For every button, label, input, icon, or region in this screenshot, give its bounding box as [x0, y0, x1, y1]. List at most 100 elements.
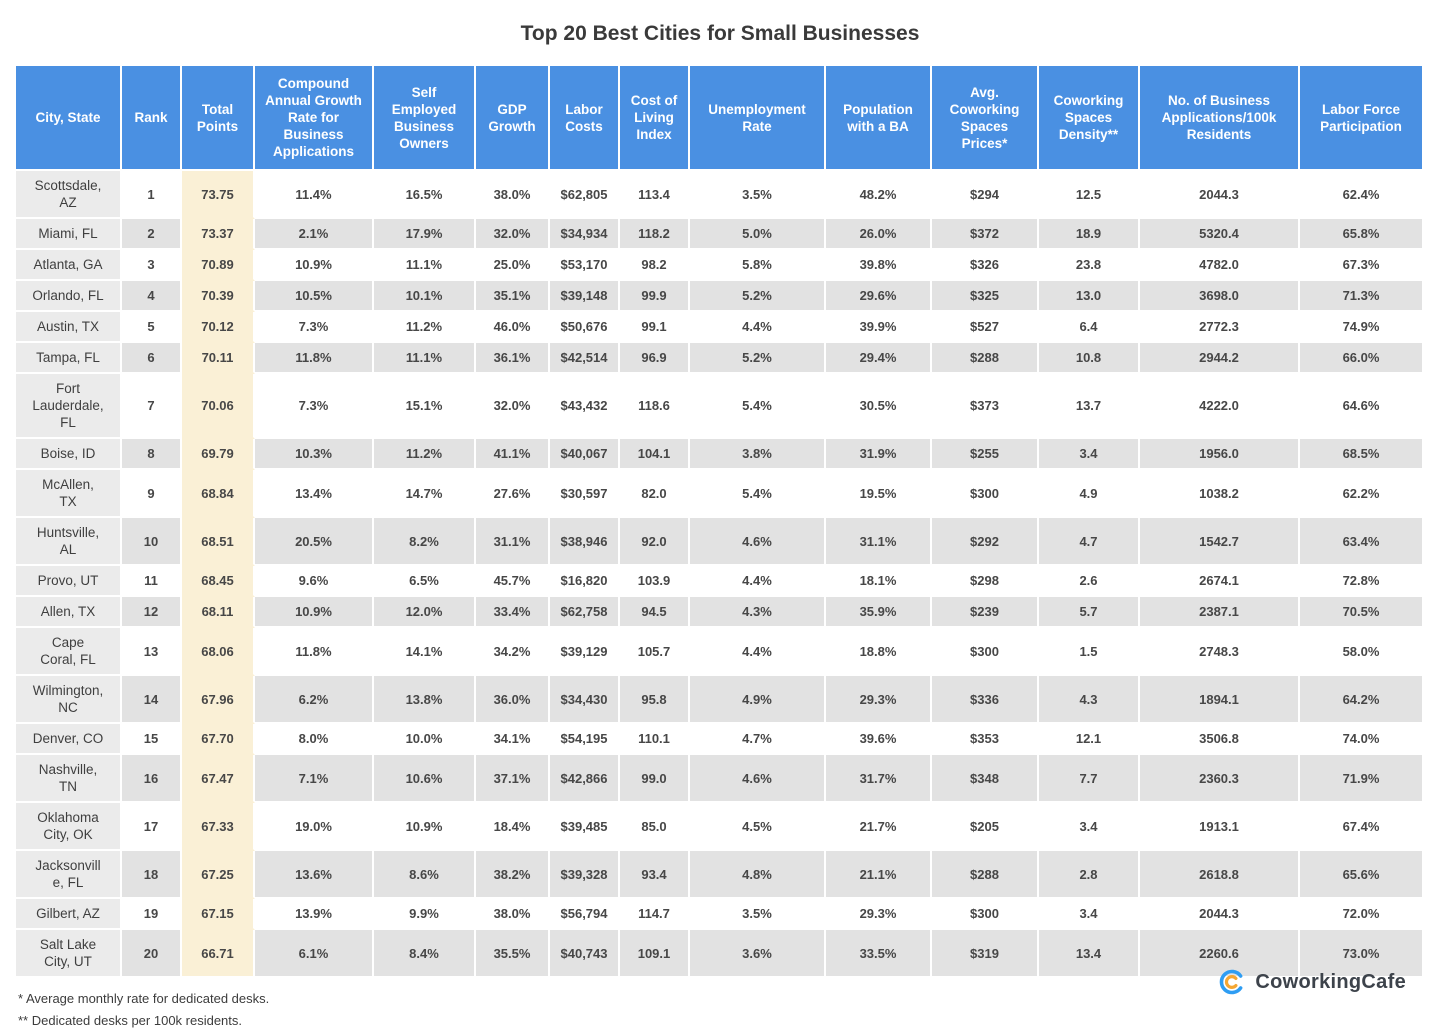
data-cell: 35.9%: [826, 597, 932, 628]
data-cell: $39,148: [550, 281, 620, 312]
data-cell: 72.8%: [1300, 566, 1424, 597]
coworkingcafe-logo[interactable]: CoworkingCafe: [1218, 968, 1406, 996]
data-cell: $319: [932, 930, 1039, 978]
total-points-cell: 68.51: [182, 518, 255, 566]
data-cell: 11.2%: [374, 439, 476, 470]
city-cell: McAllen, TX: [16, 470, 122, 518]
data-cell: 99.1: [620, 312, 690, 343]
data-cell: 21.1%: [826, 851, 932, 899]
city-cell: Atlanta, GA: [16, 250, 122, 281]
data-cell: 82.0: [620, 470, 690, 518]
table-row: Orlando, FL 4 70.39 10.5% 10.1% 35.1% $39,148 9…: [16, 281, 1424, 312]
data-cell: 19.0%: [255, 803, 374, 851]
data-cell: $300: [932, 628, 1039, 676]
data-cell: 3.5%: [690, 899, 826, 930]
data-cell: 7.3%: [255, 312, 374, 343]
data-cell: 109.1: [620, 930, 690, 978]
table-row: Scottsdale, AZ 1 73.75 11.4% 16.5% 38.0% $62,8…: [16, 171, 1424, 219]
data-cell: $336: [932, 676, 1039, 724]
data-cell: 6.1%: [255, 930, 374, 978]
table-row: Wilmington, NC 14 67.96 6.2% 13.8% 36.0% $34,4…: [16, 676, 1424, 724]
data-cell: 31.9%: [826, 439, 932, 470]
data-cell: 95.8: [620, 676, 690, 724]
data-cell: $205: [932, 803, 1039, 851]
data-cell: 7.1%: [255, 755, 374, 803]
column-header-10: Population with a BA: [826, 66, 932, 171]
data-cell: 66.0%: [1300, 343, 1424, 374]
data-cell: 64.6%: [1300, 374, 1424, 439]
total-points-cell: 67.25: [182, 851, 255, 899]
table-row: Atlanta, GA 3 70.89 10.9% 11.1% 25.0% $53,170 9…: [16, 250, 1424, 281]
data-cell: 13.8%: [374, 676, 476, 724]
data-cell: $372: [932, 219, 1039, 250]
city-cell: Fort Lauderdale, FL: [16, 374, 122, 439]
data-cell: 12.1: [1039, 724, 1140, 755]
data-cell: 2772.3: [1140, 312, 1300, 343]
table-row: Huntsville, AL 10 68.51 20.5% 8.2% 31.1% $38,9…: [16, 518, 1424, 566]
data-cell: 4: [122, 281, 182, 312]
city-cell: Jacksonville, FL: [16, 851, 122, 899]
data-cell: 36.0%: [476, 676, 550, 724]
coworkingcafe-logo-icon: [1218, 968, 1246, 996]
data-cell: 38.0%: [476, 899, 550, 930]
data-cell: 6: [122, 343, 182, 374]
data-cell: 3506.8: [1140, 724, 1300, 755]
data-cell: 8.4%: [374, 930, 476, 978]
data-cell: 74.0%: [1300, 724, 1424, 755]
data-cell: 11.4%: [255, 171, 374, 219]
data-cell: 4.9%: [690, 676, 826, 724]
data-cell: 5.8%: [690, 250, 826, 281]
data-cell: 65.8%: [1300, 219, 1424, 250]
data-cell: $62,805: [550, 171, 620, 219]
data-cell: 13: [122, 628, 182, 676]
data-cell: 64.2%: [1300, 676, 1424, 724]
total-points-cell: 70.39: [182, 281, 255, 312]
data-cell: 21.7%: [826, 803, 932, 851]
data-cell: 16.5%: [374, 171, 476, 219]
data-cell: 29.3%: [826, 899, 932, 930]
data-cell: 73.0%: [1300, 930, 1424, 978]
data-cell: 13.9%: [255, 899, 374, 930]
data-cell: 29.3%: [826, 676, 932, 724]
data-cell: 18.1%: [826, 566, 932, 597]
data-cell: $43,432: [550, 374, 620, 439]
data-cell: 5.2%: [690, 281, 826, 312]
data-cell: 4.6%: [690, 518, 826, 566]
column-header-4: Compound Annual Growth Rate for Business…: [255, 66, 374, 171]
data-cell: $50,676: [550, 312, 620, 343]
column-header-11: Avg. Coworking Spaces Prices*: [932, 66, 1039, 171]
data-cell: 4.9: [1039, 470, 1140, 518]
total-points-cell: 70.12: [182, 312, 255, 343]
data-cell: 118.6: [620, 374, 690, 439]
data-cell: 31.7%: [826, 755, 932, 803]
data-cell: 10.3%: [255, 439, 374, 470]
data-cell: 48.2%: [826, 171, 932, 219]
data-cell: 1894.1: [1140, 676, 1300, 724]
data-cell: $16,820: [550, 566, 620, 597]
table-row: Austin, TX 5 70.12 7.3% 11.2% 46.0% $50,676 99.…: [16, 312, 1424, 343]
data-cell: 1913.1: [1140, 803, 1300, 851]
data-cell: 1542.7: [1140, 518, 1300, 566]
data-cell: 72.0%: [1300, 899, 1424, 930]
data-cell: 4.7: [1039, 518, 1140, 566]
data-cell: 4.5%: [690, 803, 826, 851]
data-cell: 71.9%: [1300, 755, 1424, 803]
data-cell: 8: [122, 439, 182, 470]
data-cell: 29.6%: [826, 281, 932, 312]
data-cell: 4.4%: [690, 628, 826, 676]
total-points-cell: 73.37: [182, 219, 255, 250]
data-cell: $239: [932, 597, 1039, 628]
table-row: McAllen, TX 9 68.84 13.4% 14.7% 27.6% $30,597 8…: [16, 470, 1424, 518]
data-cell: 8.6%: [374, 851, 476, 899]
data-cell: 5: [122, 312, 182, 343]
table-row: Denver, CO 15 67.70 8.0% 10.0% 34.1% $54,195 11…: [16, 724, 1424, 755]
data-cell: 10.0%: [374, 724, 476, 755]
total-points-cell: 68.11: [182, 597, 255, 628]
data-cell: $56,794: [550, 899, 620, 930]
data-cell: 8.0%: [255, 724, 374, 755]
data-cell: 15.1%: [374, 374, 476, 439]
total-points-cell: 67.96: [182, 676, 255, 724]
table-row: Provo, UT 11 68.45 9.6% 6.5% 45.7% $16,820 103.…: [16, 566, 1424, 597]
data-cell: 30.5%: [826, 374, 932, 439]
data-cell: 7: [122, 374, 182, 439]
